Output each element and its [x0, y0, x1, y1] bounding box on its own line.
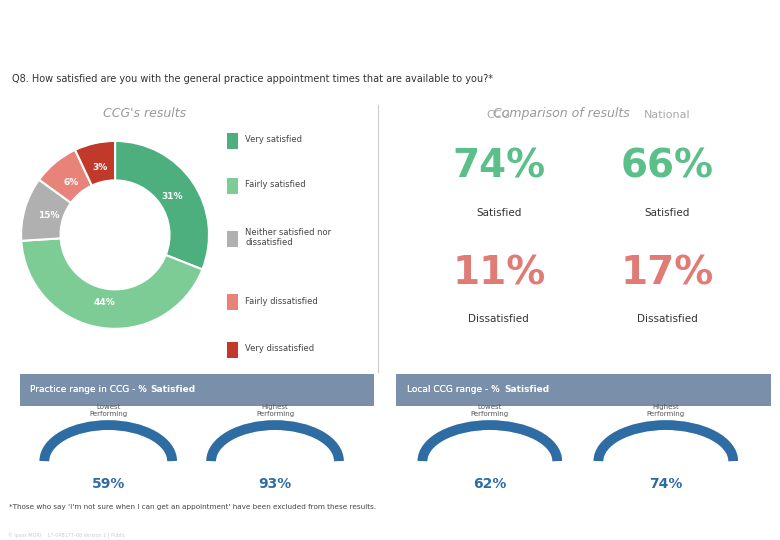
- Text: 62%: 62%: [473, 477, 506, 491]
- Text: 39: 39: [385, 531, 395, 540]
- Wedge shape: [21, 180, 71, 241]
- Text: Local CCG range - %: Local CCG range - %: [407, 385, 503, 394]
- Text: Satisfied: Satisfied: [150, 385, 195, 394]
- Text: 74%: 74%: [452, 147, 545, 186]
- Text: Base: All those completing a questionnaire excluding 'I'm not sure when I can ge: Base: All those completing a questionnai…: [8, 518, 408, 529]
- Wedge shape: [75, 141, 115, 186]
- Wedge shape: [115, 141, 209, 269]
- Text: 74%: 74%: [649, 477, 682, 491]
- FancyBboxPatch shape: [396, 374, 771, 406]
- Text: *Those who say 'I'm not sure when I can get an appointment' have been excluded f: *Those who say 'I'm not sure when I can …: [9, 504, 377, 510]
- Text: 59%: 59%: [91, 477, 125, 491]
- Text: Very satisfied: Very satisfied: [245, 135, 302, 144]
- Text: Satisfied: Satisfied: [645, 208, 690, 218]
- Text: © Ipsos MORI    17-048177-08 Version 1 | Public: © Ipsos MORI 17-048177-08 Version 1 | Pu…: [8, 533, 125, 539]
- Text: National: National: [644, 110, 691, 120]
- FancyBboxPatch shape: [227, 294, 237, 310]
- Wedge shape: [21, 238, 202, 329]
- Text: Very dissatisfied: Very dissatisfied: [245, 344, 314, 353]
- Text: %Satisfied = %Very satisfied + %Fairly satisfied
%Dissatisfied = %Very dissatisf: %Satisfied = %Very satisfied + %Fairly s…: [499, 518, 671, 529]
- Text: CCG: CCG: [487, 110, 511, 120]
- Text: Dissatisfied: Dissatisfied: [469, 314, 529, 324]
- Text: 31%: 31%: [161, 192, 183, 201]
- FancyBboxPatch shape: [227, 133, 237, 149]
- Wedge shape: [39, 150, 92, 203]
- Text: 11%: 11%: [452, 255, 545, 293]
- Text: Satisfaction with appointment times: Satisfaction with appointment times: [12, 23, 382, 41]
- Text: CCG's results: CCG's results: [103, 107, 186, 120]
- Text: 44%: 44%: [94, 298, 115, 307]
- Text: Fairly satisfied: Fairly satisfied: [245, 180, 306, 189]
- Text: Practice range in CCG - %: Practice range in CCG - %: [30, 385, 150, 394]
- Text: Q8. How satisfied are you with the general practice appointment times that are a: Q8. How satisfied are you with the gener…: [12, 74, 494, 84]
- Text: Lowest
Performing: Lowest Performing: [471, 404, 509, 417]
- Text: 93%: 93%: [258, 477, 292, 491]
- Text: Comparison of results: Comparison of results: [493, 107, 630, 120]
- Text: 17%: 17%: [621, 255, 714, 293]
- FancyBboxPatch shape: [227, 231, 237, 247]
- Text: Highest
Performing: Highest Performing: [647, 404, 685, 417]
- Text: Social Research Institute: Social Research Institute: [94, 533, 172, 538]
- Text: Local CCG range - %: Local CCG range - %: [407, 385, 503, 394]
- Text: 15%: 15%: [38, 211, 60, 220]
- Text: 66%: 66%: [621, 147, 714, 186]
- FancyBboxPatch shape: [20, 374, 374, 406]
- Text: Ipsos MORI: Ipsos MORI: [8, 533, 48, 538]
- Text: 6%: 6%: [64, 178, 79, 186]
- Text: Practice range in CCG - %: Practice range in CCG - %: [30, 385, 150, 394]
- Text: Neither satisfied nor
dissatisfied: Neither satisfied nor dissatisfied: [245, 228, 332, 247]
- Text: 3%: 3%: [93, 164, 108, 172]
- Text: Dissatisfied: Dissatisfied: [637, 314, 698, 324]
- FancyBboxPatch shape: [227, 342, 237, 358]
- FancyBboxPatch shape: [227, 178, 237, 194]
- Text: Highest
Performing: Highest Performing: [256, 404, 294, 417]
- Text: Lowest
Performing: Lowest Performing: [89, 404, 127, 417]
- Text: Satisfied: Satisfied: [505, 385, 550, 394]
- Text: Satisfied: Satisfied: [476, 208, 522, 218]
- Text: Fairly dissatisfied: Fairly dissatisfied: [245, 296, 318, 306]
